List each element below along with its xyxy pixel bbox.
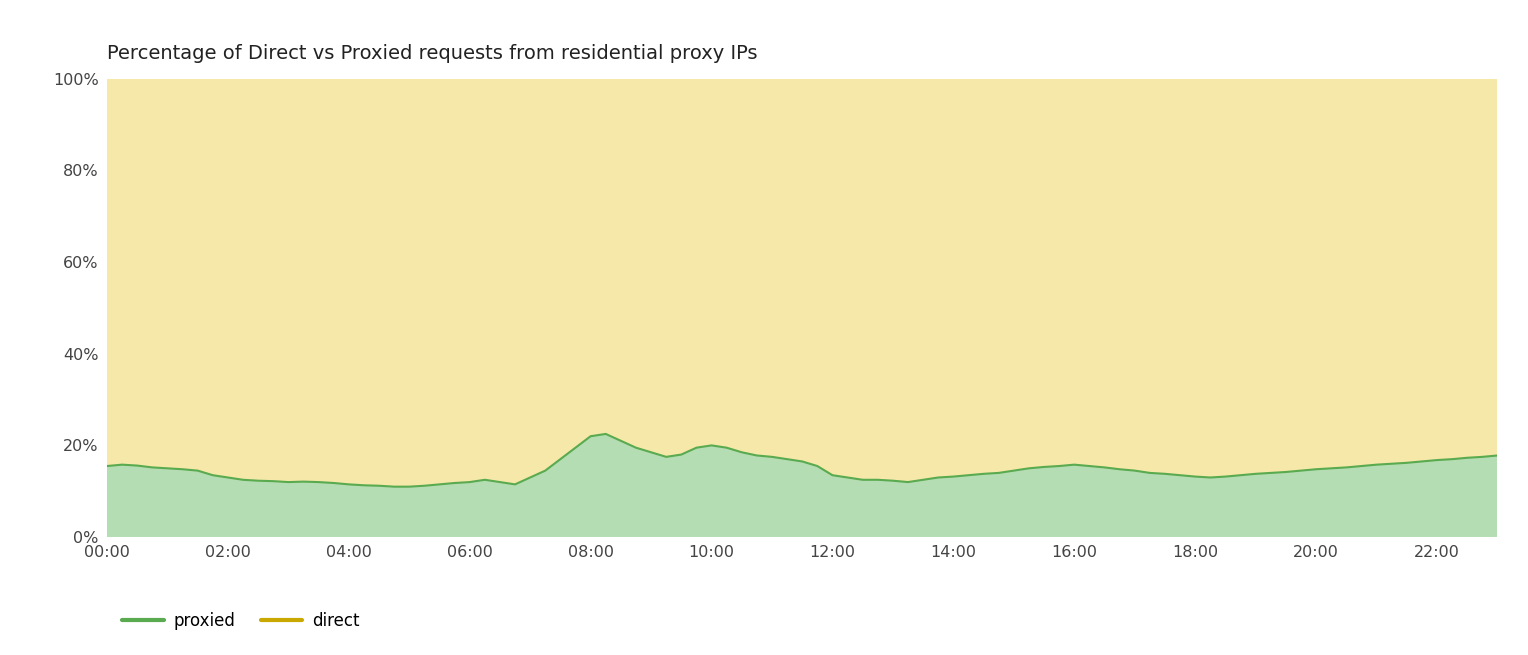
Text: Percentage of Direct vs Proxied requests from residential proxy IPs: Percentage of Direct vs Proxied requests… <box>107 44 758 63</box>
Legend: proxied, direct: proxied, direct <box>115 605 367 637</box>
